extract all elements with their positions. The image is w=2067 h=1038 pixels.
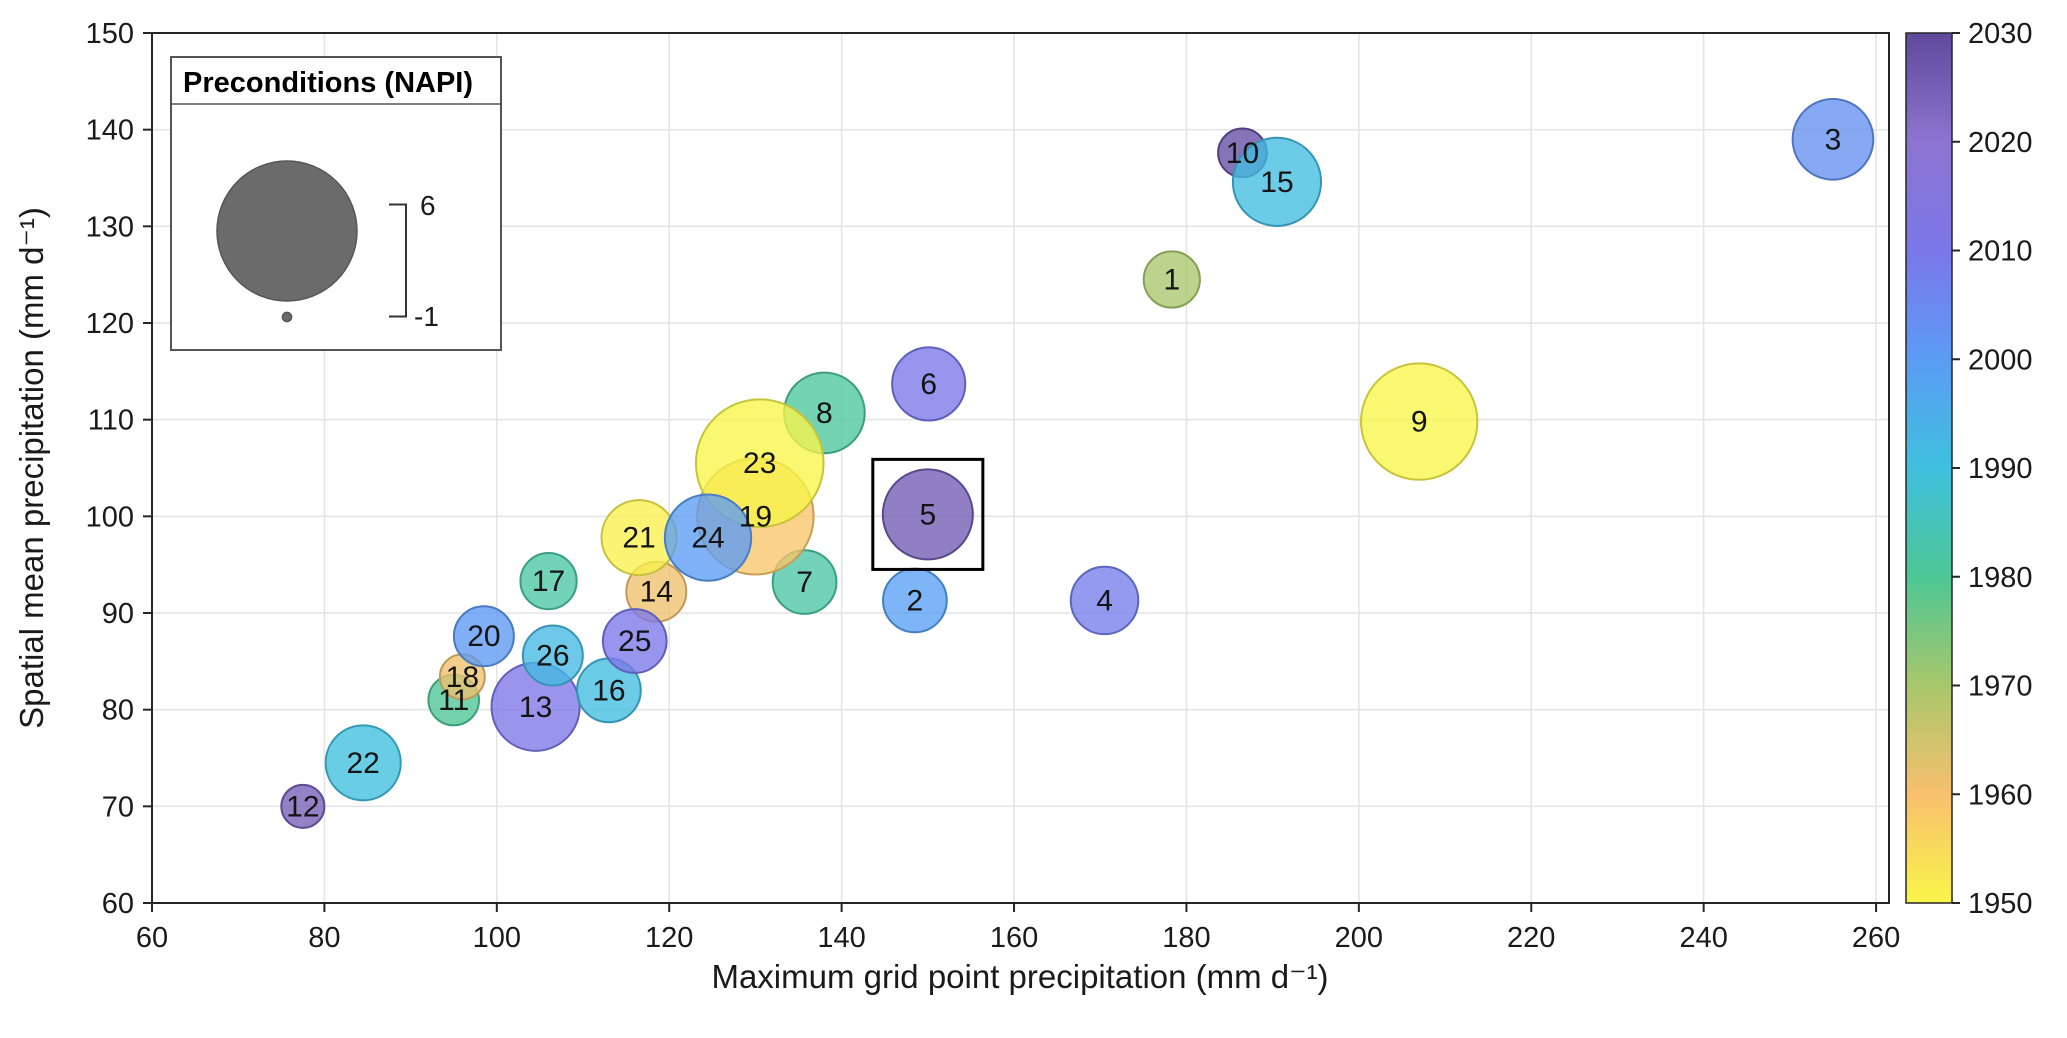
legend-title: Preconditions (NAPI) xyxy=(183,67,473,99)
y-tick-label-130: 130 xyxy=(86,211,134,243)
y-tick-label-150: 150 xyxy=(86,18,134,50)
bubble-24 xyxy=(663,493,753,582)
x-tick-label-100: 100 xyxy=(473,922,521,954)
bubble-25 xyxy=(601,608,668,674)
bubble-7 xyxy=(771,549,838,615)
bubble-17 xyxy=(519,552,578,611)
bubble-label-7: 7 xyxy=(796,566,813,599)
colorbar-tick-label-2030: 2030 xyxy=(1968,18,2033,50)
colorbar-tick-label-1950: 1950 xyxy=(1968,888,2033,920)
bubble-label-19: 19 xyxy=(739,500,772,533)
x-tick-label-260: 260 xyxy=(1852,922,1900,954)
x-tick-label-160: 160 xyxy=(990,922,1038,954)
bubble-9 xyxy=(1360,362,1479,481)
legend-min-label: -1 xyxy=(414,301,439,332)
bubble-5 xyxy=(881,468,974,561)
bubble-label-4: 4 xyxy=(1096,584,1113,617)
x-tick-label-60: 60 xyxy=(136,922,168,954)
bubble-label-12: 12 xyxy=(286,790,319,823)
legend-max-circle xyxy=(216,160,358,302)
highlight-layer xyxy=(871,457,985,571)
x-tick-label-240: 240 xyxy=(1679,922,1727,954)
bubble-label-26: 26 xyxy=(536,640,569,673)
colorbar-tick-label-1980: 1980 xyxy=(1968,562,2033,594)
bubble-20 xyxy=(452,605,515,668)
highlight-square xyxy=(871,457,985,571)
legend-max-label: 6 xyxy=(420,190,436,221)
bubble-22 xyxy=(324,724,402,802)
bubble-label-22: 22 xyxy=(347,747,380,780)
x-tick-label-120: 120 xyxy=(645,922,693,954)
bubble-label-5: 5 xyxy=(919,498,936,531)
bubble-label-3: 3 xyxy=(1825,123,1842,156)
bubble-23 xyxy=(694,398,825,528)
x-tick-label-220: 220 xyxy=(1507,922,1555,954)
x-tick-label-140: 140 xyxy=(817,922,865,954)
bubble-12 xyxy=(280,783,326,829)
bubble-label-11: 11 xyxy=(438,684,469,717)
y-tick-label-100: 100 xyxy=(86,501,134,533)
y-tick-label-80: 80 xyxy=(102,695,134,727)
bubble-layer xyxy=(280,98,1875,829)
y-tick-label-60: 60 xyxy=(102,888,134,920)
bubble-label-16: 16 xyxy=(592,674,625,707)
colorbar-gradient xyxy=(1905,32,1953,904)
bubble-label-2: 2 xyxy=(907,584,924,617)
y-tick-label-110: 110 xyxy=(88,405,134,437)
colorbar-tick-label-1960: 1960 xyxy=(1968,779,2033,811)
bubble-1 xyxy=(1142,250,1201,309)
bubble-label-6: 6 xyxy=(920,368,937,401)
bubble-label-1: 1 xyxy=(1163,264,1180,297)
colorbar-tick-label-1970: 1970 xyxy=(1968,671,2033,703)
x-axis-title: Maximum grid point precipitation (mm d⁻¹… xyxy=(711,958,1328,995)
x-tick-label-200: 200 xyxy=(1335,922,1383,954)
bubble-label-18: 18 xyxy=(446,661,479,694)
axis-layer: 60 80 100 120 140 160 180 200 220 240 260607080901… xyxy=(86,18,1901,954)
y-tick-label-120: 120 xyxy=(86,308,134,340)
legend-bracket xyxy=(389,203,407,318)
legend-min-circle xyxy=(281,311,293,323)
colorbar-tick-label-2000: 2000 xyxy=(1968,344,2033,376)
bubble-label-10: 10 xyxy=(1226,137,1259,170)
bubble-3 xyxy=(1791,98,1875,181)
bubble-label-8: 8 xyxy=(816,397,833,430)
bubble-4 xyxy=(1069,565,1140,636)
bubble-label-13: 13 xyxy=(519,691,552,724)
bubble-label-17: 17 xyxy=(532,565,565,598)
y-tick-label-140: 140 xyxy=(86,115,134,147)
plot-border xyxy=(151,32,1890,904)
colorbar-tick-label-1990: 1990 xyxy=(1968,453,2033,485)
bubble-15 xyxy=(1231,136,1323,227)
colorbar: 2030 2020 2010 2000 1990 1980 1970 1960 1950 xyxy=(1905,18,2033,920)
colorbar-tick-label-2020: 2020 xyxy=(1968,127,2033,159)
bubble-label-23: 23 xyxy=(743,447,776,480)
colorbar-tick-label-2010: 2010 xyxy=(1968,236,2033,268)
x-tick-label-180: 180 xyxy=(1162,922,1210,954)
bubble-label-24: 24 xyxy=(691,522,724,555)
y-axis-title: Spatial mean precipitation (mm d⁻¹) xyxy=(13,207,50,729)
y-tick-label-90: 90 xyxy=(102,598,134,630)
bubble-label-20: 20 xyxy=(467,620,500,653)
bubble-6 xyxy=(891,346,967,422)
bubble-label-14: 14 xyxy=(640,576,673,609)
bubble-26 xyxy=(521,624,584,687)
bubble-label-25: 25 xyxy=(618,625,651,658)
bubble-label-9: 9 xyxy=(1411,406,1428,439)
bubble-label-21: 21 xyxy=(622,522,655,555)
size-legend: Preconditions (NAPI) 6 -1 xyxy=(170,56,502,351)
x-tick-label-80: 80 xyxy=(308,922,340,954)
bubble-label-15: 15 xyxy=(1260,166,1293,199)
y-tick-label-70: 70 xyxy=(102,791,134,823)
